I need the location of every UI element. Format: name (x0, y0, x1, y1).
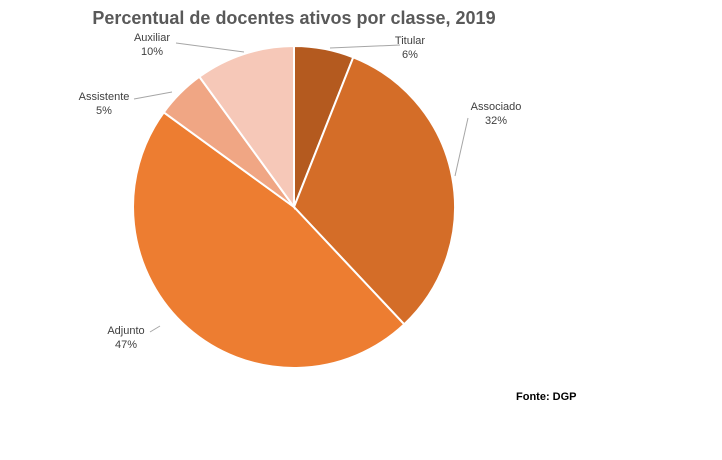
data-labels: Titular 6% Associado 32% Adjunto 47% Assistent… (79, 32, 522, 351)
leader-line-assistente (133, 91, 173, 100)
data-label-name-auxiliar: Auxiliar (134, 32, 170, 44)
data-label-name-adjunto: Adjunto (107, 325, 144, 337)
data-label-name-associado: Associado (471, 101, 522, 113)
chart-title: Percentual de docentes ativos por classe… (92, 8, 495, 28)
data-label-value-titular: 6% (402, 49, 418, 61)
pie-slice-auxiliar (197, 44, 295, 211)
data-label-value-associado: 32% (485, 115, 507, 127)
data-label-name-titular: Titular (395, 35, 425, 47)
data-label-value-assistente: 5% (96, 105, 112, 117)
pie-slices (132, 44, 456, 369)
pie-slice-associado (292, 56, 456, 326)
leader-line-adjunto (149, 325, 161, 333)
leader-line-associado (454, 117, 469, 177)
data-label-value-adjunto: 47% (115, 339, 137, 351)
data-label-name-assistente: Assistente (79, 91, 130, 103)
leader-line-auxiliar (175, 42, 245, 53)
data-label-value-auxiliar: 10% (141, 46, 163, 58)
label-leader-lines (133, 42, 469, 333)
leader-line-titular (329, 44, 401, 49)
pie-slice-adjunto (132, 110, 406, 369)
source-note: Fonte: DGP (516, 391, 577, 403)
